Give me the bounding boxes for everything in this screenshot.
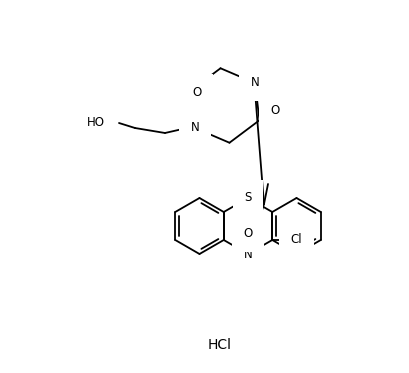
Text: O: O bbox=[270, 104, 279, 117]
Text: N: N bbox=[190, 122, 199, 135]
Text: Cl: Cl bbox=[290, 233, 301, 247]
Text: HO: HO bbox=[87, 116, 105, 129]
Text: S: S bbox=[244, 191, 251, 204]
Text: O: O bbox=[243, 228, 252, 241]
Text: N: N bbox=[250, 76, 259, 90]
Text: N: N bbox=[243, 248, 252, 260]
Text: O: O bbox=[192, 85, 201, 98]
Text: HCl: HCl bbox=[207, 338, 231, 352]
